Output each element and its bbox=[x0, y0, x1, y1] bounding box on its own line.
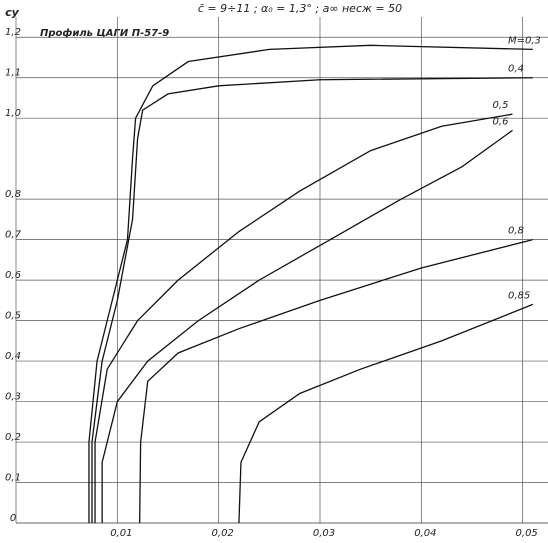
y-tick-label: 1,1 bbox=[5, 68, 21, 79]
x-tick-label: 0,05 bbox=[516, 528, 538, 539]
chart-title: c̄ = 9÷11 ; α₀ = 1,3° ; a∞ несж = 50 bbox=[198, 2, 402, 15]
curve bbox=[101, 129, 513, 523]
curve-label: 0,85 bbox=[508, 290, 530, 301]
x-tick-label: 0,02 bbox=[212, 528, 234, 539]
curve bbox=[88, 44, 533, 523]
y-tick-label: 1,2 bbox=[5, 27, 21, 38]
y-tick-label: 0 bbox=[10, 513, 16, 524]
y-tick-label: 0,7 bbox=[5, 230, 22, 241]
x-tick-label: 0,01 bbox=[110, 528, 132, 539]
y-tick-label: 0,8 bbox=[5, 189, 21, 200]
x-tick-label: 0,03 bbox=[313, 528, 335, 539]
curve-label: 0,8 bbox=[508, 226, 524, 237]
y-tick-label: 0,4 bbox=[5, 351, 21, 362]
y-tick-label: 0,3 bbox=[5, 392, 21, 403]
curve bbox=[238, 303, 534, 524]
profile-label: Профиль ЦАГИ П-57-9 bbox=[40, 27, 169, 39]
y-tick-label: 0,1 bbox=[5, 473, 21, 484]
curve-label: 0,6 bbox=[493, 116, 509, 127]
curve-label: M=0,3 bbox=[508, 35, 541, 46]
curve bbox=[91, 77, 533, 523]
y-tick-label: 0,2 bbox=[5, 432, 21, 443]
x-tick-label: 0,04 bbox=[414, 528, 436, 539]
y-axis-label: cy bbox=[5, 6, 20, 19]
curve-label: 0,5 bbox=[493, 100, 509, 111]
curve bbox=[94, 113, 513, 523]
y-tick-label: 0,6 bbox=[5, 270, 21, 281]
y-tick-label: 0,5 bbox=[5, 311, 21, 322]
y-tick-label: 1,0 bbox=[5, 108, 21, 119]
curve bbox=[138, 239, 533, 524]
curve-label: 0,4 bbox=[508, 64, 524, 75]
